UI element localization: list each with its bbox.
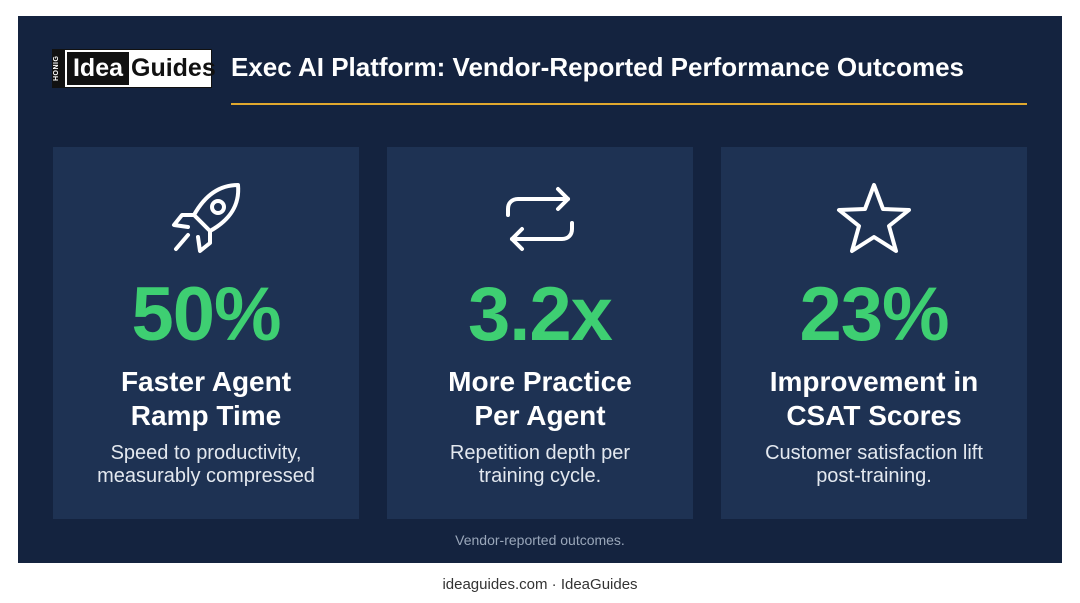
heading: Faster Agent Ramp Time [53,365,359,433]
star-icon [837,183,911,253]
stat: 3.2x [468,272,613,357]
panel: HONIG Idea Guides Exec AI Platform: Vend… [18,16,1062,563]
heading: Improvement in CSAT Scores [721,365,1027,433]
heading-line: Ramp Time [130,400,282,431]
description-line: measurably compressed [97,465,315,487]
footnote: Vendor-reported outcomes. [455,532,625,548]
logo-guides: Guides [131,54,216,82]
heading-line: Improvement in [769,366,979,397]
description-line: Repetition depth per [449,442,631,464]
title-rule [231,103,1027,105]
heading-line: Faster Agent [120,366,292,397]
footer: ideaguides.com · IdeaGuides [442,576,638,593]
heading-line: CSAT Scores [786,400,962,431]
description-line: Customer satisfaction lift [765,442,983,464]
logo-idea: Idea [67,52,129,85]
repeat-icon [506,187,574,251]
logo: HONIG Idea Guides [52,49,216,88]
stat: 50% [131,272,281,357]
description: Customer satisfaction lift post-training. [721,442,1027,488]
rocket-icon [172,183,241,253]
heading-line: Per Agent [474,400,606,431]
title: Exec AI Platform: Vendor-Reported Perfor… [231,52,965,82]
logo-honig: HONIG [53,50,65,87]
heading: More Practice Per Agent [387,365,693,433]
stat: 23% [799,272,949,357]
description-line: Speed to productivity, [110,442,302,464]
description: Speed to productivity, measurably compres… [53,442,359,488]
card: 50% Faster Agent Ramp Time Speed to produ… [53,147,359,519]
description-line: post-training. [816,465,932,487]
heading-line: More Practice [448,366,632,397]
card: 23% Improvement in CSAT Scores Customer s… [721,147,1027,519]
description: Repetition depth per training cycle. [387,442,693,488]
description-line: training cycle. [478,465,602,487]
card: 3.2x More Practice Per Agent Repetition d… [387,147,693,519]
